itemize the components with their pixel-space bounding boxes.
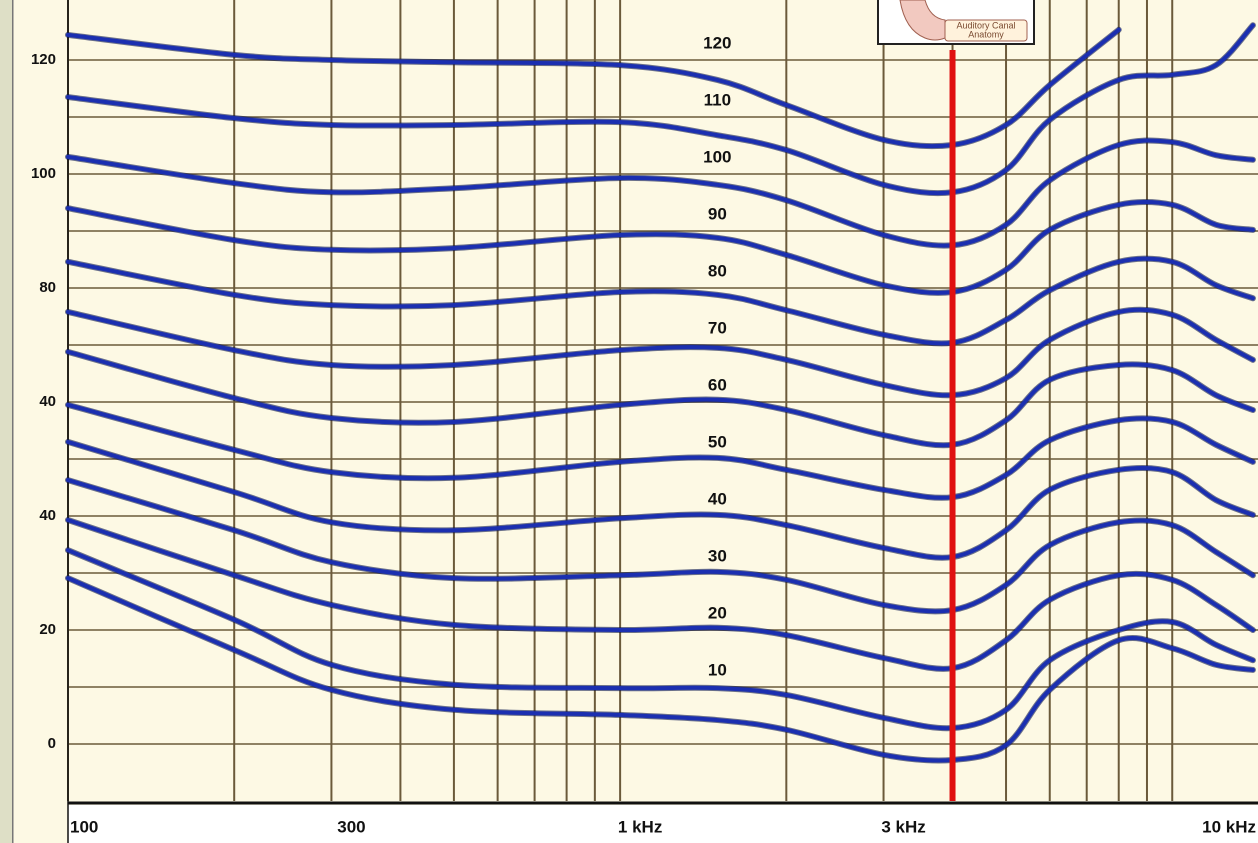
contour-line [66,517,1255,671]
contour-line [66,23,1255,196]
y-tick-label: 20 [39,621,56,638]
contour-line [66,439,1255,560]
x-axis-band [68,805,1258,843]
y-tick-label: 80 [39,279,56,296]
inset-label: Auditory Canal [956,20,1015,30]
contour-label: 30 [708,546,727,565]
contour-line [66,256,1255,346]
ear-icon [899,0,946,41]
x-tick-label: 3 kHz [881,817,925,836]
contour-line [66,27,1121,149]
contour-line [66,402,1255,500]
contour-label: 100 [703,147,731,166]
y-tick-label: 40 [39,507,56,524]
contour-label: 80 [708,261,727,280]
y-tick-label: 40 [39,393,56,410]
contour-label: 70 [708,318,727,337]
inset-label-box [944,19,1028,42]
contour-label: 90 [708,204,727,223]
y-tick-label: 120 [31,51,56,68]
x-tick-label: 100 [70,817,98,836]
x-tick-label: 1 kHz [618,817,662,836]
contour-line [66,478,1255,614]
contour-line [66,576,1255,763]
contour-line [66,138,1255,248]
y-tick-label: 100 [31,165,56,182]
contour-label: 10 [708,660,727,679]
x-tick-label: 300 [337,817,365,836]
frame-edge [12,0,14,843]
inset: Auditory Canal Anatomy [877,0,1035,45]
contour-line [66,349,1255,448]
contour-label: 20 [708,603,727,622]
contour-label: 110 [704,90,731,109]
contour-label: 120 [703,33,731,52]
contour-label: 50 [708,432,727,451]
contour-line [66,199,1255,295]
contour-label: 60 [708,375,727,394]
inset-label: Anatomy [968,29,1004,39]
x-tick-label: 10 kHz [1202,817,1256,836]
contour-line [66,307,1255,398]
contour-line [66,548,1255,731]
contour-label: 40 [708,489,727,508]
y-tick-label: 0 [48,735,56,752]
